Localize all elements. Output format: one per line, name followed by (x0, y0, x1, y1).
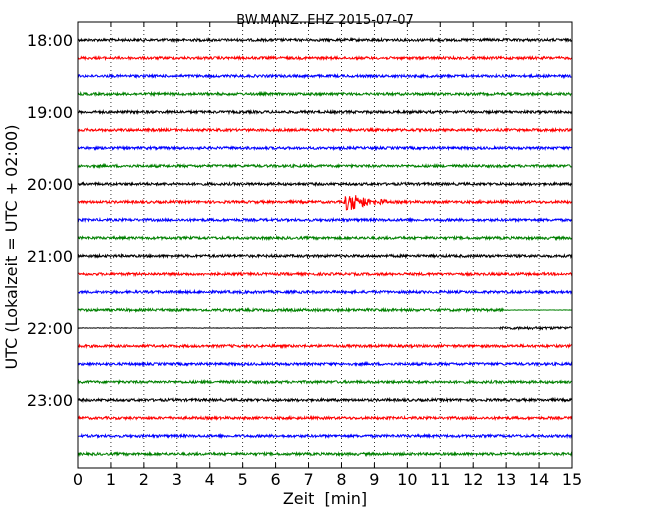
y-tick-label: 23:00 (27, 391, 73, 410)
y-tick-label: 19:00 (27, 103, 73, 122)
seismogram-trace-8 (77, 180, 573, 188)
x-tick-label: 11 (430, 470, 450, 489)
y-tick-label: 20:00 (27, 175, 73, 194)
seismogram-trace-3 (77, 90, 573, 98)
plot-frame (77, 21, 573, 469)
seismogram-trace-11 (77, 234, 573, 242)
seismogram-traces (77, 36, 573, 458)
x-tick-label: 0 (73, 470, 83, 489)
x-tick-label: 10 (397, 470, 417, 489)
x-tick-label: 2 (139, 470, 149, 489)
seismogram-trace-23 (77, 450, 573, 458)
seismogram-trace-9 (77, 195, 573, 211)
seismogram-trace-21 (77, 414, 573, 422)
seismogram-trace-5 (77, 126, 573, 134)
seismogram-trace-6 (77, 144, 573, 152)
seismogram-trace-10 (77, 216, 573, 224)
seismogram-trace-7 (77, 162, 573, 170)
seismogram-trace-20 (77, 396, 573, 404)
x-axis-ticks: 0 1 2 3 4 5 6 7 8 9 10 11 12 13 14 15 (73, 22, 582, 489)
y-tick-label: 21:00 (27, 247, 73, 266)
chart-title: BW.MANZ..EHZ 2015-07-07 (236, 13, 414, 28)
x-tick-label: 4 (205, 470, 215, 489)
x-tick-label: 3 (172, 470, 182, 489)
x-axis-label: Zeit [min] (283, 489, 367, 508)
x-tick-label: 9 (369, 470, 379, 489)
x-tick-label: 8 (336, 470, 346, 489)
seismogram-trace-1 (77, 54, 573, 62)
seismogram-trace-18 (77, 360, 573, 368)
seismogram-trace-17 (77, 342, 573, 350)
x-tick-label: 6 (271, 470, 281, 489)
x-tick-label: 12 (463, 470, 483, 489)
seismogram-trace-15 (77, 306, 573, 314)
seismogram-trace-22 (77, 432, 573, 440)
seismogram-trace-4 (77, 108, 573, 116)
x-tick-label: 15 (562, 470, 582, 489)
y-axis-label: UTC (Lokalzeit = UTC + 02:00) (2, 125, 21, 370)
seismogram-trace-12 (77, 252, 573, 260)
x-tick-label: 1 (106, 470, 116, 489)
seismogram-trace-13 (77, 270, 573, 278)
x-tick-label: 14 (529, 470, 549, 489)
y-tick-label: 18:00 (27, 31, 73, 50)
y-axis-ticks: 18:00 19:00 20:00 21:00 22:00 23:00 (27, 31, 83, 410)
seismogram-trace-2 (77, 72, 573, 80)
seismogram-trace-19 (77, 378, 573, 386)
x-tick-label: 13 (496, 470, 516, 489)
y-tick-label: 22:00 (27, 319, 73, 338)
x-tick-label: 5 (238, 470, 248, 489)
seismogram-trace-16 (77, 325, 573, 331)
seismogram-trace-0 (77, 36, 573, 44)
seismogram-trace-14 (77, 288, 573, 296)
x-tick-label: 7 (303, 470, 313, 489)
